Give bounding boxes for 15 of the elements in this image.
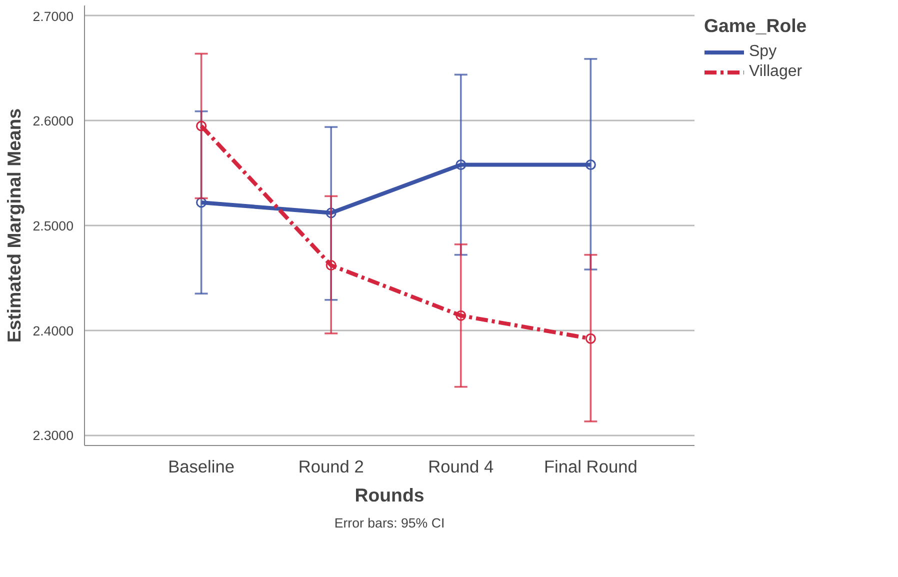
x-tick-label: Round 4 bbox=[428, 456, 494, 476]
x-tick-label: Round 2 bbox=[298, 456, 364, 476]
y-tick-label: 2.5000 bbox=[32, 218, 74, 234]
y-tick-label: 2.4000 bbox=[32, 323, 74, 338]
legend-title: Game_Role bbox=[704, 15, 807, 37]
x-axis-title: Rounds bbox=[354, 484, 424, 506]
legend-label: Villager bbox=[749, 63, 802, 81]
x-tick-label: Final Round bbox=[544, 456, 638, 476]
legend-label: Spy bbox=[749, 43, 777, 61]
y-axis-title: Estimated Marginal Means bbox=[4, 108, 25, 343]
y-tick-label: 2.3000 bbox=[32, 428, 74, 444]
y-tick-label: 2.7000 bbox=[32, 8, 74, 24]
text: Error bars: 95% CI bbox=[334, 516, 445, 530]
y-tick-label: 2.6000 bbox=[32, 114, 74, 129]
x-tick-label: Baseline bbox=[168, 456, 235, 476]
